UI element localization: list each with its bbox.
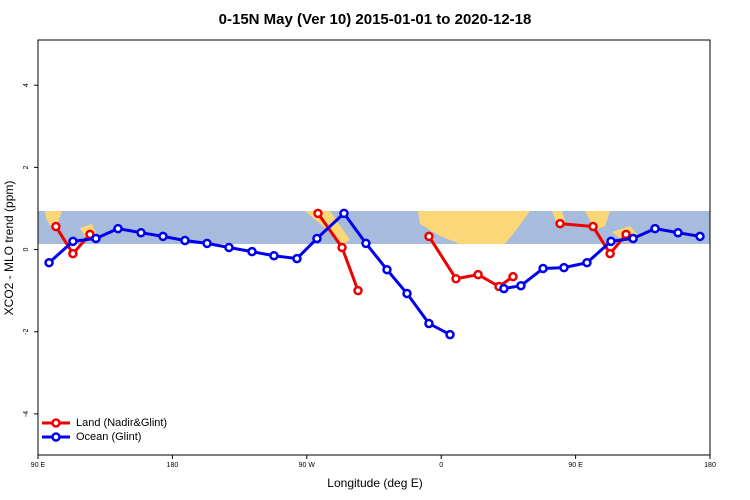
data-point bbox=[621, 229, 631, 240]
data-point bbox=[180, 235, 190, 246]
data-point bbox=[292, 253, 302, 264]
data-point bbox=[224, 242, 234, 253]
legend-label: Ocean (Glint) bbox=[76, 431, 141, 443]
x-tick-label: 0 bbox=[439, 462, 443, 469]
y-tick-label: -4 bbox=[23, 411, 30, 417]
data-point bbox=[499, 283, 509, 294]
data-point bbox=[516, 280, 526, 291]
data-point bbox=[451, 273, 461, 284]
chart-title: 0-15N May (Ver 10) 2015-01-01 to 2020-12… bbox=[219, 11, 532, 28]
data-point bbox=[68, 236, 78, 247]
x-tick-label: 90 E bbox=[31, 462, 46, 469]
land-shape bbox=[418, 211, 530, 244]
data-point bbox=[158, 231, 168, 242]
data-point bbox=[650, 223, 660, 234]
x-tick-label: 90 W bbox=[299, 462, 316, 469]
data-point bbox=[247, 246, 257, 257]
y-tick-label: 4 bbox=[23, 83, 30, 87]
legend-marker bbox=[51, 432, 61, 442]
y-tick-label: 0 bbox=[23, 248, 30, 252]
data-point bbox=[424, 318, 434, 329]
data-point bbox=[445, 329, 455, 340]
data-point bbox=[202, 238, 212, 249]
data-point bbox=[337, 242, 347, 253]
data-point bbox=[628, 233, 638, 244]
data-point bbox=[269, 250, 279, 261]
y-tick-label: -2 bbox=[23, 329, 30, 335]
data-point bbox=[508, 271, 518, 282]
data-point bbox=[339, 208, 349, 219]
data-point bbox=[695, 231, 705, 242]
data-point bbox=[51, 221, 61, 232]
data-point bbox=[538, 263, 548, 274]
data-point bbox=[91, 233, 101, 244]
data-point bbox=[424, 231, 434, 242]
data-point bbox=[606, 236, 616, 247]
data-point bbox=[473, 269, 483, 280]
data-point bbox=[559, 262, 569, 273]
x-tick-label: 180 bbox=[704, 462, 716, 469]
data-point bbox=[605, 248, 615, 259]
legend: Land (Nadir&Glint) Ocean (Glint) bbox=[42, 417, 167, 443]
data-point bbox=[402, 288, 412, 299]
data-point bbox=[113, 223, 123, 234]
x-tick-label: 90 E bbox=[568, 462, 583, 469]
y-tick-label: 2 bbox=[23, 165, 30, 169]
x-axis-label: Longitude (deg E) bbox=[327, 476, 422, 490]
data-point bbox=[361, 238, 371, 249]
data-point bbox=[382, 264, 392, 275]
data-point bbox=[582, 257, 592, 268]
plot-frame bbox=[37, 39, 711, 456]
data-point bbox=[44, 257, 54, 268]
y-axis-label: XCO2 - MLO trend (ppm) bbox=[2, 181, 16, 316]
land-shape bbox=[45, 211, 62, 226]
data-point bbox=[673, 227, 683, 238]
legend-label: Land (Nadir&Glint) bbox=[76, 417, 167, 429]
data-point bbox=[353, 285, 363, 296]
legend-marker bbox=[51, 418, 61, 428]
data-point bbox=[555, 218, 565, 229]
data-point bbox=[136, 227, 146, 238]
data-point bbox=[313, 208, 323, 219]
x-tick-label: 180 bbox=[167, 462, 179, 469]
land-shape bbox=[585, 211, 610, 230]
data-point bbox=[312, 233, 322, 244]
data-point bbox=[68, 248, 78, 259]
data-point bbox=[588, 221, 598, 232]
